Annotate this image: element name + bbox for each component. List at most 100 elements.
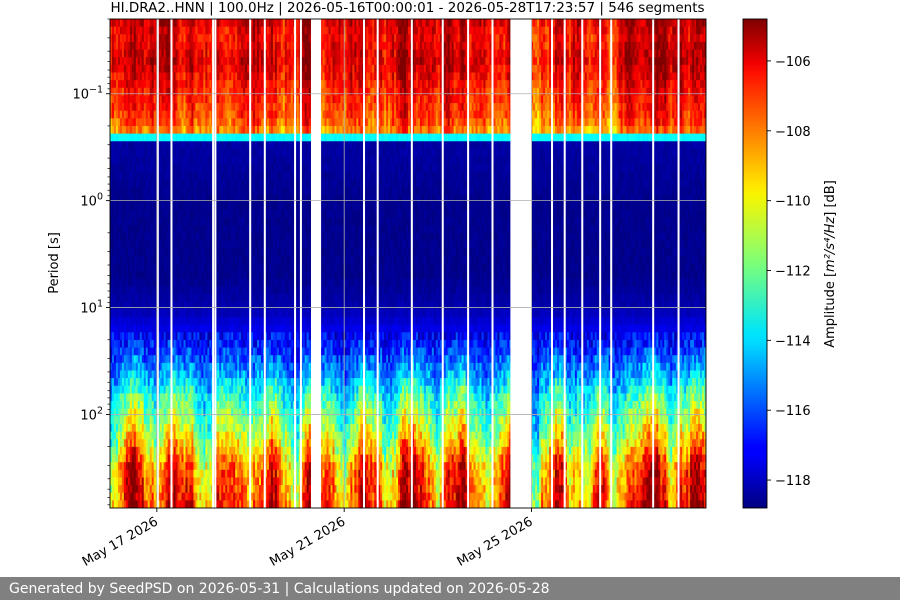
heatmap-cell (259, 393, 262, 402)
heatmap-cell (149, 103, 153, 112)
heatmap-cell (221, 431, 224, 440)
heatmap-cell (241, 95, 244, 104)
heatmap-cell (199, 171, 202, 181)
heatmap-cell (129, 462, 133, 471)
heatmap-cell (133, 194, 137, 203)
heatmap-cell (187, 485, 191, 494)
heatmap-cell (115, 125, 119, 135)
heatmap-cell (149, 271, 153, 280)
heatmap-cell (197, 500, 200, 508)
heatmap-cell (215, 34, 218, 43)
heatmap-cell (141, 271, 145, 280)
heatmap-cell (259, 271, 262, 280)
heatmap-cell (175, 370, 179, 379)
heatmap-cell (137, 347, 141, 356)
heatmap-cell (237, 393, 240, 402)
heatmap-cell (139, 187, 143, 196)
heatmap-cell (145, 255, 149, 265)
heatmap-cell (205, 385, 208, 394)
heatmap-cell (119, 133, 123, 142)
heatmap-cell (241, 217, 244, 226)
heatmap-cell (177, 248, 181, 257)
heatmap-cell (191, 462, 195, 471)
heatmap-cell (181, 26, 185, 35)
heatmap-cell (197, 49, 200, 58)
heatmap-cell (163, 355, 167, 364)
heatmap-cell (253, 125, 256, 135)
heatmap-cell (119, 41, 123, 51)
heatmap-cell (225, 41, 228, 51)
heatmap-cell (127, 202, 131, 211)
heatmap-cell (137, 64, 141, 74)
heatmap-cell (167, 103, 171, 112)
heatmap-cell (177, 57, 181, 66)
heatmap-cell (191, 156, 195, 165)
heatmap-cell (229, 110, 232, 119)
heatmap-cell (127, 423, 131, 433)
heatmap-cell (241, 225, 244, 234)
heatmap-cell (165, 103, 169, 112)
heatmap-cell (193, 385, 197, 394)
heatmap-cell (191, 271, 195, 280)
heatmap-cell (141, 72, 145, 81)
heatmap-cell (201, 187, 204, 196)
heatmap-cell (173, 225, 177, 234)
heatmap-cell (163, 41, 167, 51)
heatmap-cell (235, 309, 238, 318)
heatmap-cell (229, 187, 232, 196)
heatmap-cell (255, 423, 258, 433)
heatmap-cell (181, 19, 185, 28)
heatmap-cell (257, 248, 260, 257)
heatmap-cell (255, 339, 258, 349)
heatmap-cell (217, 217, 220, 226)
heatmap-cell (139, 301, 143, 310)
heatmap-cell (191, 171, 195, 181)
heatmap-cell (243, 355, 246, 364)
heatmap-cell (225, 64, 228, 74)
heatmap-cell (161, 454, 165, 463)
heatmap-cell (203, 26, 206, 35)
heatmap-cell (171, 225, 175, 234)
heatmap-cell (183, 286, 187, 295)
heatmap-cell (129, 255, 133, 265)
heatmap-cell (153, 339, 157, 349)
heatmap-cell (219, 26, 222, 35)
heatmap-cell (173, 248, 177, 257)
heatmap-cell (110, 80, 113, 89)
heatmap-cell (255, 278, 258, 288)
heatmap-cell (157, 431, 161, 440)
heatmap-cell (159, 133, 163, 142)
heatmap-cell (185, 271, 189, 280)
heatmap-cell (119, 271, 123, 280)
heatmap-cell (161, 255, 165, 265)
heatmap-cell (143, 187, 147, 196)
heatmap-cell (139, 370, 143, 379)
heatmap-cell (235, 401, 238, 410)
heatmap-cell (223, 255, 226, 265)
heatmap-cell (137, 210, 141, 219)
heatmap-cell (205, 378, 208, 387)
heatmap-cell (163, 301, 167, 310)
heatmap-cell (225, 118, 228, 127)
heatmap-cell (187, 347, 191, 356)
heatmap-cell (125, 378, 129, 387)
heatmap-cell (183, 370, 187, 379)
heatmap-cell (135, 271, 139, 280)
heatmap-cell (163, 255, 167, 265)
heatmap-cell (131, 133, 135, 142)
heatmap-cell (147, 179, 151, 188)
heatmap-cell (175, 316, 179, 326)
heatmap-cell (219, 301, 222, 310)
heatmap-cell (179, 171, 183, 181)
heatmap-cell (147, 64, 151, 74)
heatmap-cell (231, 339, 234, 349)
heatmap-cell (227, 171, 230, 181)
heatmap-cell (264, 41, 268, 51)
heatmap-cell (217, 454, 220, 463)
heatmap-cell (225, 278, 228, 288)
heatmap-cell (119, 141, 123, 150)
heatmap-cell (143, 141, 147, 150)
heatmap-cell (217, 469, 220, 479)
heatmap-cell (115, 72, 119, 81)
heatmap-cell (153, 164, 157, 173)
